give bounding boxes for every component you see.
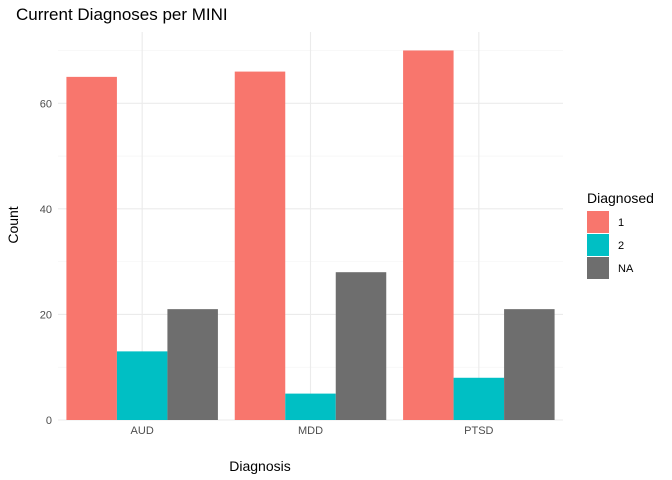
bar xyxy=(285,393,336,420)
legend-label: 1 xyxy=(618,217,624,229)
bar xyxy=(116,351,168,420)
legend-key xyxy=(587,257,609,279)
bar xyxy=(504,309,555,420)
legend-label: 2 xyxy=(618,240,624,252)
legend-title: Diagnosed xyxy=(587,190,654,206)
bar xyxy=(234,71,286,421)
y-axis-title: Count xyxy=(5,206,21,243)
legend-key xyxy=(587,234,609,256)
chart-title: Current Diagnoses per MINI xyxy=(16,5,228,24)
bar xyxy=(335,272,387,420)
x-tick-label: AUD xyxy=(131,425,154,437)
y-tick-label: 20 xyxy=(40,309,52,321)
y-tick-label: 60 xyxy=(40,98,52,110)
bars xyxy=(66,50,555,421)
bar xyxy=(403,50,454,420)
legend: Diagnosed 1 2 NA xyxy=(587,190,654,279)
x-tick-label: MDD xyxy=(298,425,323,437)
x-tick-label: PTSD xyxy=(464,425,493,437)
y-tick-label: 0 xyxy=(46,415,52,427)
bar xyxy=(453,377,505,420)
y-tick-labels: 0 20 40 60 xyxy=(40,98,52,427)
x-tick-labels: AUD MDD PTSD xyxy=(131,425,494,437)
bar xyxy=(167,309,218,420)
y-tick-label: 40 xyxy=(40,204,52,216)
legend-key xyxy=(587,211,609,233)
x-axis-title: Diagnosis xyxy=(229,458,290,474)
legend-label: NA xyxy=(618,263,634,275)
bar xyxy=(66,76,117,420)
